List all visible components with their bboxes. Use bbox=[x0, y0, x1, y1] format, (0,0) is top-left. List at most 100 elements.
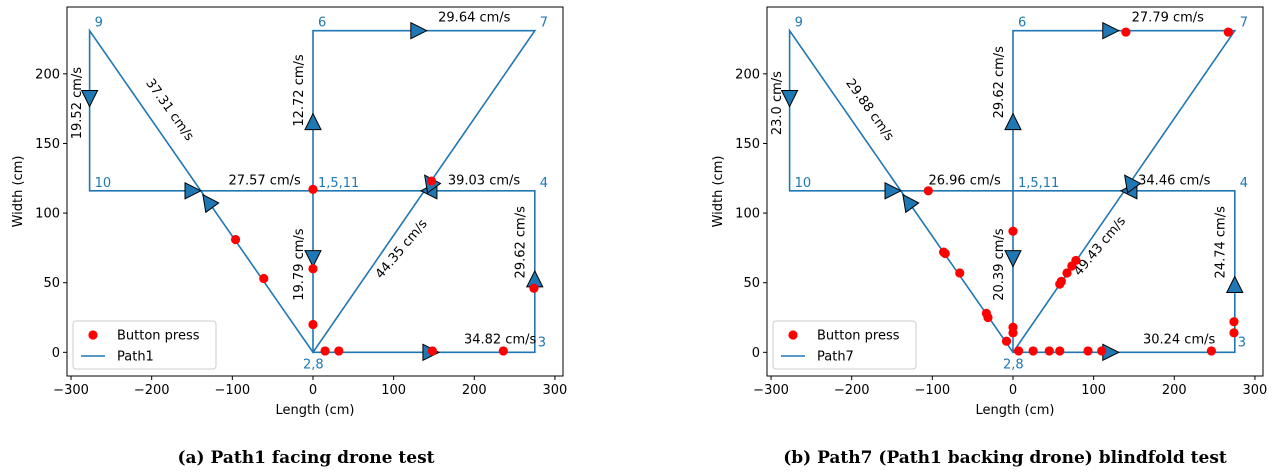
y-tick-label: 50 bbox=[743, 276, 760, 291]
segment-speed-label: 34.46 cm/s bbox=[1138, 174, 1211, 189]
legend-label: Button press bbox=[817, 329, 900, 344]
node-label: 7 bbox=[540, 16, 548, 31]
button-press-point bbox=[1071, 255, 1081, 266]
button-press-point bbox=[1001, 336, 1012, 346]
y-tick-label: 50 bbox=[43, 276, 60, 291]
y-axis-label: Width (cm) bbox=[711, 156, 726, 228]
segment-speed-label: 19.79 cm/s bbox=[292, 228, 307, 301]
button-press-point bbox=[955, 268, 965, 278]
segment-speed-label: 29.88 cm/s bbox=[842, 76, 896, 144]
button-press-point bbox=[498, 346, 508, 356]
button-press-point bbox=[427, 346, 437, 356]
legend-label: Button press bbox=[117, 329, 200, 344]
node-label: 3 bbox=[1238, 335, 1246, 350]
button-press-point bbox=[308, 184, 318, 195]
button-press-point bbox=[1062, 268, 1072, 278]
chart-panel-a: −300 −200 −100 0 100 200 300 0 50 100 150 200 Length… bbox=[11, 6, 568, 468]
direction-arrow-icon bbox=[1225, 275, 1244, 293]
plot-frame bbox=[66, 6, 564, 377]
direction-arrow-icon bbox=[884, 181, 903, 200]
button-press-point bbox=[230, 234, 241, 245]
button-press-point bbox=[1014, 346, 1024, 356]
y-tick-label: 150 bbox=[35, 137, 60, 152]
button-press-point bbox=[1097, 346, 1107, 356]
x-tick-label: 200 bbox=[462, 383, 487, 398]
button-press-point bbox=[1206, 346, 1216, 356]
path-line bbox=[88, 28, 537, 354]
node-label: 2,8 bbox=[303, 357, 324, 372]
segment-speed-label: 27.79 cm/s bbox=[1132, 11, 1205, 26]
legend-press-marker bbox=[88, 330, 98, 340]
legend-box bbox=[72, 320, 217, 370]
direction-arrow-icon bbox=[780, 90, 799, 108]
direction-arrow-icon bbox=[184, 181, 203, 200]
button-press-point bbox=[334, 346, 344, 356]
direction-arrow-icon bbox=[202, 193, 220, 214]
segment-speed-label: 37.31 cm/s bbox=[142, 76, 196, 144]
direction-arrow-icon bbox=[410, 21, 428, 40]
legend-label: Path1 bbox=[117, 350, 154, 365]
button-press-point bbox=[1229, 328, 1239, 338]
node-label: 7 bbox=[1240, 16, 1248, 31]
legend-label: Path7 bbox=[817, 350, 854, 365]
x-tick-label: −100 bbox=[214, 383, 250, 398]
direction-arrow-icon bbox=[1102, 21, 1120, 40]
button-press-point bbox=[940, 248, 950, 259]
segment-speed-label: 12.72 cm/s bbox=[292, 54, 307, 127]
node-label: 1,5,11 bbox=[1018, 176, 1059, 191]
node-label: 4 bbox=[540, 176, 548, 191]
segment-speed-label: 27.57 cm/s bbox=[228, 174, 301, 189]
y-axis-label: Width (cm) bbox=[11, 156, 26, 228]
node-label: 4 bbox=[1240, 176, 1248, 191]
figure-caption: (a) Path1 facing drone test bbox=[178, 448, 435, 468]
button-press-point bbox=[1121, 27, 1131, 37]
node-label: 1,5,11 bbox=[318, 176, 359, 191]
y-tick-label: 100 bbox=[35, 207, 60, 222]
segment-speed-label: 49.43 cm/s bbox=[1071, 214, 1129, 279]
segment-speed-label: 30.24 cm/s bbox=[1143, 332, 1216, 347]
segment-speed-label: 29.62 cm/s bbox=[514, 206, 529, 279]
button-press-point bbox=[308, 319, 318, 330]
node-label: 9 bbox=[95, 16, 103, 31]
segment-speed-label: 26.96 cm/s bbox=[928, 174, 1001, 189]
segment-speed-label: 20.39 cm/s bbox=[992, 228, 1007, 301]
x-tick-label: 200 bbox=[1162, 383, 1187, 398]
segment-speed-label: 34.82 cm/s bbox=[464, 332, 537, 347]
segment-speed-label: 29.64 cm/s bbox=[438, 11, 511, 26]
button-press-point bbox=[259, 273, 269, 284]
button-press-point bbox=[983, 312, 993, 323]
segment-speed-label: 19.52 cm/s bbox=[70, 67, 85, 140]
x-tick-label: 300 bbox=[1243, 383, 1268, 398]
segment-speed-label: 29.62 cm/s bbox=[992, 46, 1007, 119]
y-tick-label: 200 bbox=[735, 67, 760, 82]
x-tick-label: −200 bbox=[134, 383, 170, 398]
x-tick-label: 100 bbox=[381, 383, 406, 398]
button-press-point bbox=[529, 283, 539, 293]
button-press-point bbox=[308, 264, 318, 274]
node-label: 9 bbox=[795, 16, 803, 31]
direction-arrow-icon bbox=[304, 112, 322, 131]
path-line bbox=[788, 28, 1237, 354]
direction-arrow-icon bbox=[1004, 250, 1022, 268]
legend-box bbox=[772, 320, 917, 370]
x-tick-label: 0 bbox=[309, 383, 317, 398]
segment-speed-label: 24.74 cm/s bbox=[1214, 206, 1229, 279]
node-label: 10 bbox=[95, 176, 112, 191]
x-tick-label: 100 bbox=[1081, 383, 1106, 398]
button-press-point bbox=[1044, 346, 1054, 356]
node-label: 6 bbox=[1018, 16, 1026, 31]
y-tick-label: 150 bbox=[735, 137, 760, 152]
x-axis-label: Length (cm) bbox=[276, 403, 355, 418]
plot-frame bbox=[766, 6, 1264, 377]
button-press-point bbox=[426, 176, 437, 186]
x-tick-label: 300 bbox=[543, 383, 568, 398]
x-tick-label: 0 bbox=[1009, 383, 1017, 398]
y-tick-label: 0 bbox=[52, 346, 60, 361]
x-tick-label: −300 bbox=[53, 383, 89, 398]
direction-arrow-icon bbox=[1004, 112, 1022, 131]
node-label: 6 bbox=[318, 16, 326, 31]
button-press-point bbox=[923, 186, 933, 196]
node-label: 2,8 bbox=[1003, 357, 1024, 372]
button-press-point bbox=[1008, 226, 1018, 236]
